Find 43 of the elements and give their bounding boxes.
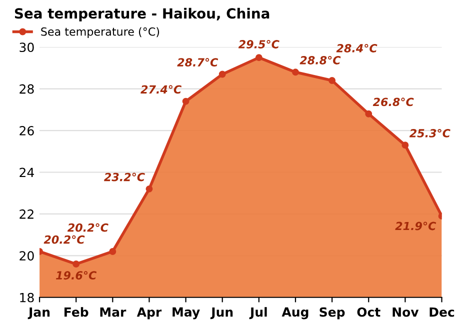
x-tick-label: Dec	[430, 307, 454, 317]
data-label: 19.6°C	[56, 271, 97, 280]
data-label: 20.2°C	[44, 235, 85, 244]
chart-title: Sea temperature - Haikou, China	[14, 8, 270, 22]
y-tick-label: 20	[20, 251, 34, 261]
data-label: 26.8°C	[372, 98, 414, 106]
point	[255, 54, 262, 62]
x-tick-label: May	[172, 307, 200, 320]
x-tick-label: Jul	[249, 307, 267, 320]
data-label: 28.8°C	[300, 56, 341, 64]
point	[328, 77, 336, 84]
point	[365, 110, 372, 118]
data-label: 25.3°C	[409, 128, 450, 138]
x-tick-label: Nov	[392, 307, 419, 317]
data-label: 28.4°C	[336, 44, 378, 52]
data-label: 28.7°C	[177, 58, 218, 67]
x-tick-label: Aug	[282, 307, 308, 320]
data-label: 29.5°C	[238, 40, 280, 48]
x-tick-label: Mar	[100, 307, 126, 317]
y-tick-label: 28	[20, 84, 34, 94]
data-label: 21.9°C	[395, 222, 436, 230]
y-tick-label: 24	[20, 168, 34, 177]
data-label: 20.2°C	[67, 223, 108, 232]
y-tick-label: 18	[20, 292, 34, 302]
data-label: 23.2°C	[104, 172, 145, 182]
point	[218, 70, 226, 78]
legend-label: Sea temperature (°C)	[41, 27, 160, 38]
point	[292, 68, 299, 76]
x-tick-label: Apr	[136, 307, 162, 320]
point	[146, 185, 153, 192]
y-tick-label: 26	[20, 126, 34, 136]
y-tick-label: 22	[20, 209, 34, 219]
x-tick-label: Jun	[210, 307, 233, 320]
x-tick-label: Jan	[28, 307, 50, 320]
x-tick-label: Sep	[320, 307, 345, 320]
point	[182, 98, 190, 105]
point	[109, 248, 116, 255]
point	[402, 142, 409, 149]
data-label: 27.4°C	[140, 85, 182, 94]
x-tick-label: Oct	[357, 307, 380, 317]
y-tick-label: 30	[20, 42, 34, 52]
point	[72, 260, 80, 268]
x-tick-label: Feb	[64, 307, 88, 317]
